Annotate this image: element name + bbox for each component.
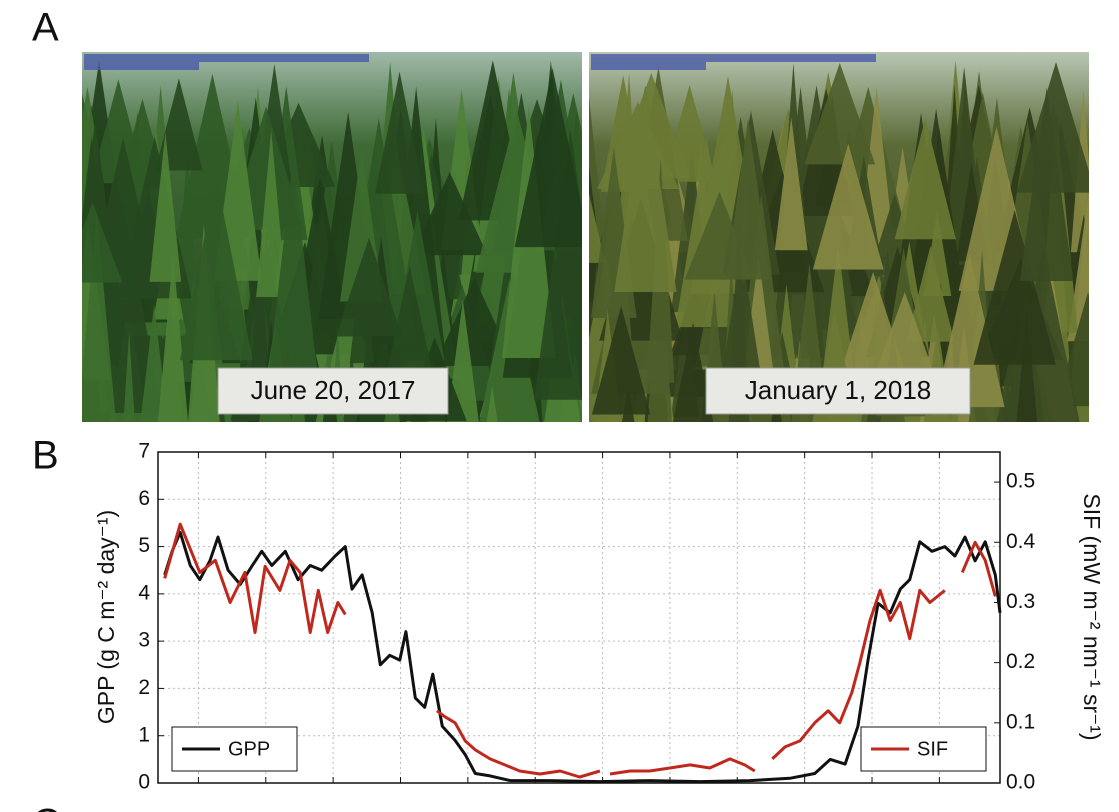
y2-tick-label: 0.1: [1006, 710, 1035, 733]
tree: [82, 213, 116, 422]
caption-box: [705, 367, 971, 415]
tree: [728, 202, 750, 422]
y2-tick-label: 0.5: [1006, 470, 1035, 493]
legend-label: SIF: [917, 738, 948, 760]
tree: [726, 117, 771, 280]
tree: [486, 386, 498, 422]
y-tick-label: 1: [138, 723, 150, 746]
tree: [672, 322, 714, 422]
tree: [1019, 87, 1074, 282]
photo-caption: June 20, 2017: [251, 375, 416, 405]
y-tick-label: 0: [138, 771, 150, 794]
y-tick-label: 7: [138, 440, 150, 463]
tree: [267, 159, 319, 382]
y-tick-label: 2: [138, 676, 150, 699]
tree: [158, 253, 189, 422]
plot-background: [158, 452, 1000, 783]
photo-caption: January 1, 2018: [745, 375, 931, 405]
data-line: [163, 522, 997, 779]
data-line: [163, 530, 1002, 784]
tree: [591, 305, 651, 415]
tree: [179, 177, 253, 361]
tree: [123, 330, 135, 422]
tree: [894, 117, 956, 240]
y2-axis-label: SIF (mW m⁻² nm⁻¹ sr⁻¹): [1079, 493, 1105, 740]
tree: [871, 291, 939, 385]
tree: [335, 237, 403, 337]
y-tick-label: 4: [138, 581, 150, 604]
tree: [973, 209, 1056, 365]
y2-tick-label: 0.0: [1006, 771, 1035, 794]
tree: [1016, 309, 1038, 422]
tree: [812, 143, 884, 270]
tree: [149, 132, 182, 282]
tree: [774, 117, 808, 251]
y-tick-label: 6: [138, 487, 150, 510]
panel-label: A: [32, 6, 59, 50]
tree: [614, 88, 677, 293]
y2-tick-label: 0.3: [1006, 590, 1035, 613]
tree: [906, 246, 955, 342]
y-tick-label: 5: [138, 534, 150, 557]
tree: [804, 62, 876, 165]
y-tick-label: 3: [138, 629, 150, 652]
tree: [514, 68, 582, 248]
tree: [256, 129, 287, 297]
y2-tick-label: 0.2: [1006, 650, 1035, 673]
tree: [374, 71, 425, 194]
y2-tick-label: 0.4: [1006, 530, 1036, 553]
panel-label: C: [32, 802, 61, 812]
y-axis-label: GPP (g C m⁻² day⁻¹): [93, 510, 119, 724]
photo-overlay: [84, 54, 369, 62]
photo-overlay: [591, 62, 706, 70]
photo-overlay: [84, 62, 199, 70]
panel-label: B: [32, 434, 59, 478]
tree: [1016, 62, 1089, 193]
tree: [612, 73, 691, 179]
photo-overlay: [591, 54, 876, 62]
tree: [82, 202, 123, 283]
caption-box: [217, 367, 449, 415]
plot-frame: [157, 451, 1001, 784]
legend-label: GPP: [228, 738, 270, 760]
tree: [155, 78, 203, 171]
